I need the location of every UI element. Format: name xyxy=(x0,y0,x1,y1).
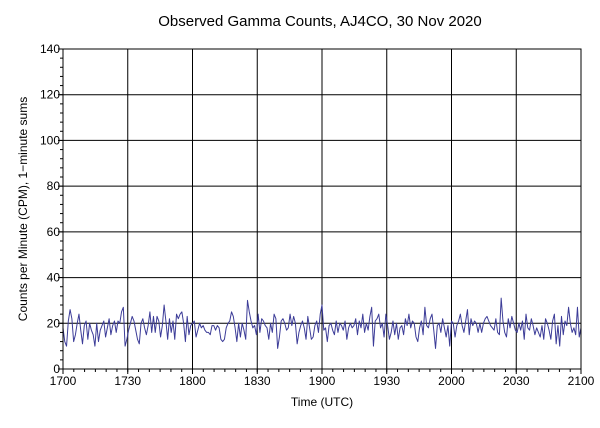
y-tick-label: 100 xyxy=(40,133,60,147)
x-tick-label: 1700 xyxy=(50,374,77,388)
series-line xyxy=(62,297,582,349)
chart-title: Observed Gamma Counts, AJ4CO, 30 Nov 202… xyxy=(158,13,482,30)
y-tick-label: 20 xyxy=(47,316,61,330)
x-tick-label: 2030 xyxy=(503,374,530,388)
y-tick-label: 60 xyxy=(47,225,61,239)
x-tick-label: 2000 xyxy=(438,374,465,388)
y-axis-ticks: 0 20 40 60 80 100 120 140 xyxy=(40,42,63,376)
x-tick-label: 2100 xyxy=(568,374,595,388)
x-tick-label: 1800 xyxy=(179,374,206,388)
y-tick-label: 140 xyxy=(40,42,60,56)
y-tick-label: 0 xyxy=(53,362,60,376)
y-tick-label: 120 xyxy=(40,88,60,102)
y-axis-label: Counts per Minute (CPM), 1−minute sums xyxy=(16,97,30,321)
y-tick-label: 80 xyxy=(47,179,61,193)
x-tick-label: 1930 xyxy=(373,374,400,388)
y-tick-label: 40 xyxy=(47,271,61,285)
grid xyxy=(63,49,581,369)
x-axis-ticks: 1700 1730 1800 1830 1900 1930 2000 2030 2100 xyxy=(50,369,595,388)
x-tick-label: 1730 xyxy=(114,374,141,388)
x-tick-label: 1830 xyxy=(244,374,271,388)
x-axis-label: Time (UTC) xyxy=(291,395,353,409)
plot-frame xyxy=(62,48,582,370)
x-tick-label: 1900 xyxy=(309,374,336,388)
